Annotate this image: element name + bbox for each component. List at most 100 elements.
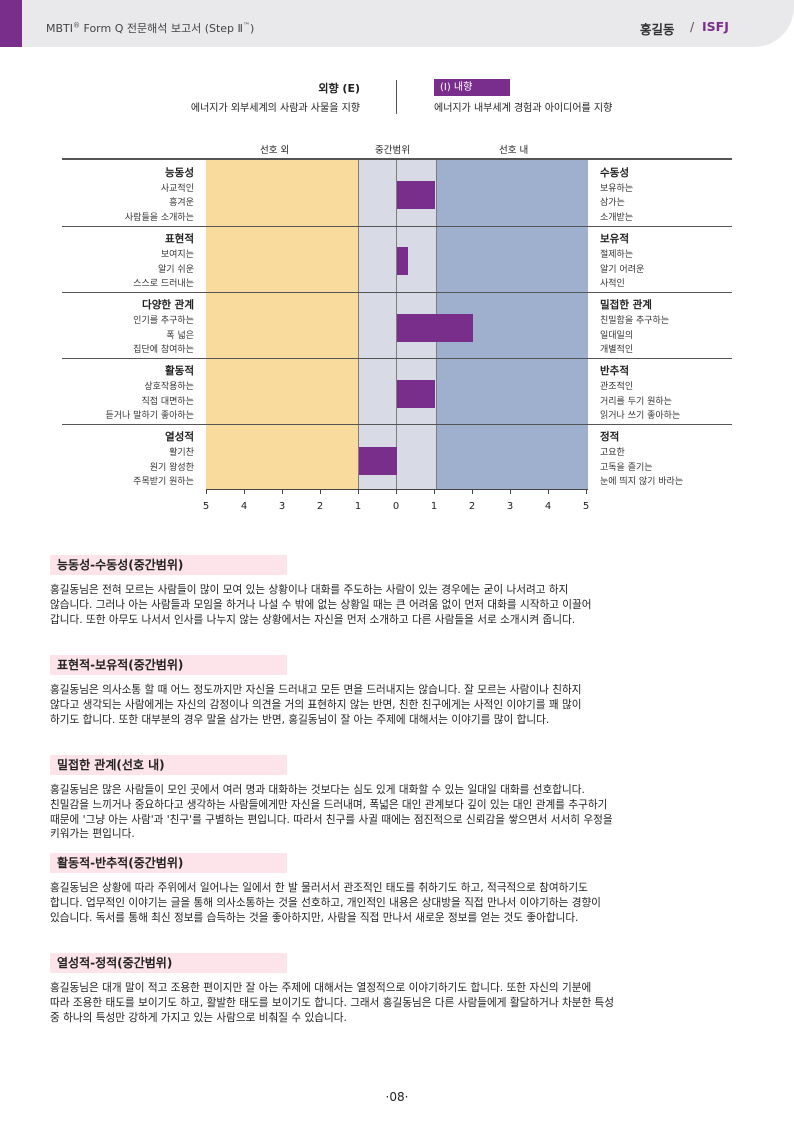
page-number: ·08· — [385, 1090, 409, 1104]
section-line: 때문에 '그냥 아는 사람'과 '친구'를 구별하는 편입니다. 따라서 친구를… — [50, 813, 613, 826]
client-name: 홍길동 — [640, 22, 675, 37]
section-line: 중 하나의 특성만 강하게 가지고 있는 사람으로 비춰질 수 있습니다. — [50, 1011, 347, 1024]
right-facet: 보유하는 — [600, 184, 634, 194]
row-separator — [62, 226, 732, 227]
left-pole-label: 열성적 — [165, 431, 194, 443]
row-separator — [62, 358, 732, 359]
section-line: 있습니다. 독서를 통해 최신 정보를 습득하는 것을 좋아하지만, 사람을 직… — [50, 911, 579, 924]
right-pole-label: 수동성 — [600, 167, 629, 179]
section-line: 따라 조용한 태도를 보이기도 하고, 활발한 태도를 보이기도 합니다. 그래… — [50, 996, 615, 1009]
section-heading: 열성적-정적(중간범위) — [50, 953, 287, 973]
section-line: 홍길동님은 전혀 모르는 사람들이 많이 모여 있는 상황이나 대화를 주도하는… — [50, 584, 569, 596]
scale-tick — [282, 489, 283, 494]
score-bar — [396, 181, 435, 209]
right-facet: 개별적인 — [600, 345, 634, 355]
section-body: 홍길동님은 상황에 따라 주위에서 일어나는 일에서 한 발 물러서서 관조적인… — [50, 881, 750, 925]
section-line: 홍길동님은 상황에 따라 주위에서 일어나는 일에서 한 발 물러서서 관조적인… — [50, 882, 588, 894]
score-bar — [358, 447, 397, 475]
zone-divider — [358, 159, 359, 489]
scale-tick-label: 0 — [392, 501, 400, 512]
section-heading: 밀접한 관계(선호 내) — [50, 755, 287, 775]
right-pole-label: 정적 — [600, 431, 620, 443]
introversion-label: (I) 내향 — [434, 79, 510, 96]
left-pole-label: 활동적 — [165, 365, 194, 377]
zone-label-out: 선호 외 — [260, 145, 290, 156]
scale-tick — [586, 489, 587, 494]
left-facet: 직접 대면하는 — [141, 397, 194, 407]
scale-tick-label: 3 — [278, 501, 286, 512]
right-facet: 거리를 두기 원하는 — [600, 397, 672, 407]
legend-divider — [396, 80, 397, 114]
scale-tick — [472, 489, 473, 494]
section-line: 않습니다. 그러나 아는 사람들과 모임을 하거나 나설 수 밖에 없는 상황일… — [50, 598, 592, 611]
left-facet: 활기찬 — [169, 448, 194, 458]
scale-tick-label: 4 — [240, 501, 248, 512]
right-facet: 읽거나 쓰기 좋아하는 — [600, 411, 681, 421]
row-separator — [62, 424, 732, 425]
scale-tick-label: 4 — [544, 501, 552, 512]
right-facet: 소개받는 — [600, 213, 634, 223]
extraversion-label: 외향 (E) — [318, 82, 360, 95]
scale-tick-label: 3 — [506, 501, 514, 512]
introversion-description: 에너지가 내부세계 경험과 아이디어를 지향 — [434, 103, 613, 114]
zone-label-mid: 중간범위 — [375, 145, 410, 156]
header-bar — [22, 0, 794, 47]
right-pole-label: 밀접한 관계 — [600, 299, 652, 311]
section-body: 홍길동님은 전혀 모르는 사람들이 많이 모여 있는 상황이나 대화를 주도하는… — [50, 583, 750, 627]
right-facet: 고독을 즐기는 — [600, 463, 653, 473]
chart-top-rule — [62, 158, 732, 160]
left-pole-label: 표현적 — [165, 233, 194, 245]
right-pole-label: 보유적 — [600, 233, 629, 245]
left-facet: 인기를 추구하는 — [133, 316, 194, 326]
extraversion-description: 에너지가 외부세계의 사람과 사물을 지향 — [190, 103, 360, 114]
score-bar — [396, 380, 435, 408]
section-heading: 활동적-반추적(중간범위) — [50, 853, 287, 873]
left-facet: 주목받기 원하는 — [133, 477, 194, 487]
scale-tick-label: 5 — [582, 501, 590, 512]
left-facet: 스스로 드러내는 — [133, 279, 194, 289]
right-facet: 절제하는 — [600, 250, 634, 260]
left-facet: 듣거나 말하기 좋아하는 — [105, 411, 194, 421]
scale-tick-label: 5 — [202, 501, 210, 512]
scale-tick-label: 1 — [430, 501, 438, 512]
scale-tick — [434, 489, 435, 494]
section-line: 홍길동님은 대개 말이 적고 조용한 편이지만 잘 아는 주제에 대해서는 열정… — [50, 982, 592, 994]
right-facet: 일대일의 — [600, 331, 634, 341]
section-line: 친밀감을 느끼거나 중요하다고 생각하는 사람들에게만 자신을 드러내며, 폭넓… — [50, 798, 608, 811]
section-line: 합니다. 업무적인 이야기는 글을 통해 의사소통하는 것을 선호하고, 개인적… — [50, 896, 601, 909]
right-facet: 눈에 띄지 않기 바라는 — [600, 477, 684, 487]
right-facet: 고요한 — [600, 448, 625, 458]
score-bar — [396, 314, 473, 342]
scale-axis — [206, 489, 588, 490]
zone-out-of-preference — [206, 159, 358, 489]
left-pole-label: 능동성 — [165, 167, 194, 179]
right-facet: 관조적인 — [600, 382, 634, 392]
left-facet: 상호작용하는 — [144, 382, 194, 392]
scale-tick — [206, 489, 207, 494]
section-line: 않다고 생각되는 사람에게는 자신의 감정이나 의견을 거의 표현하지 않는 반… — [50, 698, 582, 711]
scale-tick — [244, 489, 245, 494]
scale-tick — [510, 489, 511, 494]
right-facet: 삼가는 — [600, 198, 625, 208]
left-facet: 사람들을 소개하는 — [124, 213, 194, 223]
zone-label-in: 선호 내 — [499, 145, 529, 156]
left-pole-label: 다양한 관계 — [142, 299, 194, 311]
right-facet: 사적인 — [600, 279, 625, 289]
section-line: 홍길동님은 의사소통 할 때 어느 정도까지만 자신을 드러내고 모든 면을 드… — [50, 684, 582, 696]
section-line: 하기도 합니다. 또한 대부분의 경우 말을 삼가는 반면, 홍길동님이 잘 아… — [50, 713, 550, 726]
scale-tick — [548, 489, 549, 494]
header-accent-bar — [0, 0, 22, 47]
section-heading: 표현적-보유적(중간범위) — [50, 655, 287, 675]
report-title: MBTI® Form Q 전문해석 보고서 (Step Ⅱ™) — [46, 21, 255, 35]
section-line: 홍길동님은 많은 사람들이 모인 곳에서 여러 명과 대화하는 것보다는 심도 … — [50, 784, 585, 796]
left-facet: 보여지는 — [160, 250, 194, 260]
scale-tick-label: 2 — [468, 501, 476, 512]
scale-tick-label: 1 — [354, 501, 362, 512]
section-body: 홍길동님은 많은 사람들이 모인 곳에서 여러 명과 대화하는 것보다는 심도 … — [50, 783, 750, 842]
left-facet: 사교적인 — [160, 184, 194, 194]
left-facet: 알기 쉬운 — [158, 265, 194, 275]
scale-tick — [320, 489, 321, 494]
section-line: 갑니다. 또한 아무도 나서서 인사를 나누지 않는 상황에서는 자신을 먼저 … — [50, 613, 576, 626]
scale-tick-label: 2 — [316, 501, 324, 512]
row-separator — [62, 292, 732, 293]
